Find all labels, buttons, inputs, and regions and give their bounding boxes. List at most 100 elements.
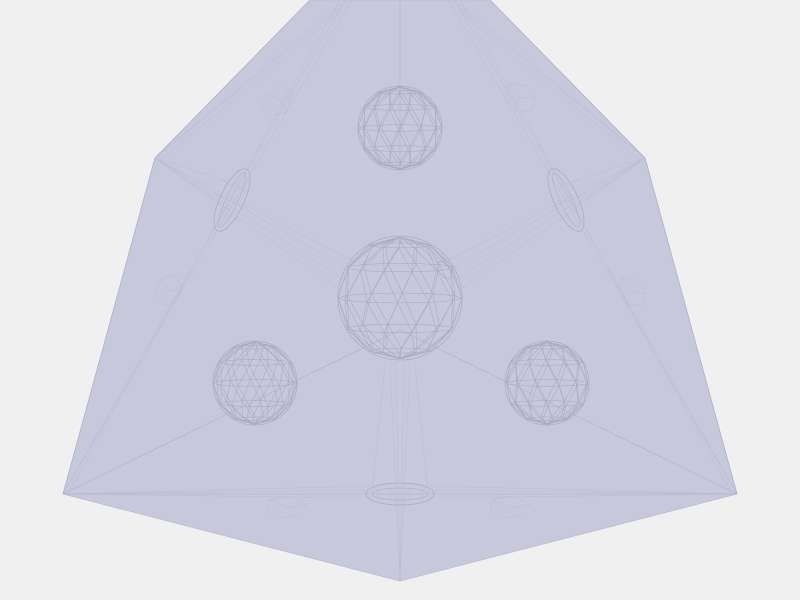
- sphere-edge: [378, 163, 401, 170]
- sphere-edge: [578, 403, 584, 406]
- sphere-edge: [434, 108, 443, 129]
- sphere-edge: [364, 91, 383, 107]
- sphere-edge: [399, 236, 428, 245]
- sphere-edge: [432, 293, 440, 326]
- sphere-edge: [389, 161, 401, 170]
- sphere-edge: [428, 300, 453, 303]
- sphere-edge: [411, 270, 437, 273]
- sphere-edge: [389, 86, 401, 95]
- sphere-edge: [452, 266, 456, 296]
- sphere-edge: [425, 107, 436, 110]
- sphere-edge: [271, 379, 279, 402]
- sphere-edge: [417, 93, 426, 110]
- sphere-edge: [267, 364, 281, 386]
- sphere-edge: [516, 359, 529, 381]
- sphere-edge: [348, 324, 364, 328]
- sphere-edge: [252, 345, 261, 360]
- sphere-edge: [267, 347, 275, 349]
- sphere-edge: [517, 364, 530, 386]
- sphere-node-top: [357, 85, 443, 171]
- sphere-edge: [337, 297, 348, 330]
- sphere-edge: [531, 416, 542, 418]
- sphere-outline: [357, 85, 443, 171]
- sphere-edge: [415, 293, 434, 325]
- sphere-edge: [344, 268, 348, 301]
- sphere-edge: [293, 382, 297, 385]
- sphere-edge: [506, 380, 517, 383]
- sphere-edge: [381, 161, 390, 164]
- sphere-edge: [364, 105, 375, 107]
- sphere-edge: [364, 92, 382, 109]
- sphere-edge: [226, 360, 231, 381]
- sphere-edge: [263, 401, 279, 418]
- sphere-edge: [527, 401, 533, 418]
- strut-hub-right: [547, 168, 585, 232]
- sphere-edge: [427, 325, 440, 350]
- sphere-edge: [436, 270, 453, 301]
- sphere-edge: [565, 404, 579, 407]
- sphere-edge: [531, 417, 548, 425]
- sphere-edge: [416, 243, 428, 245]
- sphere-edge: [426, 105, 436, 107]
- sphere-edge: [514, 345, 532, 362]
- sphere-edge: [409, 145, 427, 147]
- sphere-edge: [241, 359, 251, 380]
- strut-top-left: [62, 0, 356, 495]
- sphere-edge: [399, 110, 410, 132]
- sphere-edge: [226, 401, 237, 419]
- sphere-edge: [347, 264, 364, 296]
- sphere-edge: [410, 161, 419, 164]
- sphere-edge: [389, 131, 400, 152]
- sphere-edge: [515, 347, 528, 365]
- sphere-edge: [388, 93, 391, 111]
- sphere-edge: [561, 401, 579, 418]
- sphere-edge: [378, 130, 391, 152]
- sphere-edge: [510, 403, 516, 406]
- sphere-edge: [510, 403, 527, 420]
- sphere-edge: [415, 324, 440, 326]
- sphere-edge: [235, 417, 243, 419]
- sphere-edge: [399, 349, 428, 360]
- sphere-edge: [260, 359, 273, 381]
- sphere-edge: [288, 382, 298, 403]
- sphere-edge: [577, 385, 580, 406]
- sphere-edge: [399, 161, 411, 170]
- sphere-edge: [515, 385, 519, 406]
- sphere-edge: [514, 360, 517, 381]
- sphere-edge: [363, 323, 389, 326]
- sphere-edge: [277, 360, 290, 382]
- sphere-edge: [515, 363, 519, 386]
- sphere-edge: [370, 263, 389, 294]
- sphere-edge: [357, 106, 366, 129]
- sphere-edge: [387, 263, 403, 294]
- sphere-edge: [387, 292, 403, 325]
- sphere-edge: [385, 243, 389, 264]
- sphere-edge: [383, 332, 400, 354]
- sphere-edge: [547, 365, 560, 387]
- sphere-edge: [430, 245, 452, 270]
- sphere-edge: [426, 245, 432, 247]
- sphere-edge: [363, 126, 366, 148]
- sphere-edge: [357, 126, 364, 129]
- sphere-edge: [263, 416, 272, 418]
- sphere-edge: [420, 130, 426, 151]
- sphere-edge: [364, 107, 374, 110]
- sphere-edge: [363, 243, 375, 265]
- sphere-edge: [347, 268, 361, 271]
- sphere-edge: [267, 385, 281, 407]
- sphere-edge: [436, 268, 452, 272]
- sphere-edge: [547, 386, 560, 407]
- sphere-edge: [400, 104, 411, 125]
- sphere-edge: [409, 104, 422, 126]
- sphere-edge: [378, 110, 391, 132]
- sphere-edge: [385, 236, 401, 244]
- sphere-edge: [232, 405, 247, 421]
- strut-fan-left: [154, 157, 356, 291]
- sphere-edge: [558, 386, 567, 407]
- sphere-edge: [426, 246, 452, 270]
- sphere-edge: [567, 347, 580, 364]
- sphere-edge: [416, 325, 440, 349]
- sphere-edge: [409, 90, 412, 105]
- sphere-edge: [425, 246, 437, 271]
